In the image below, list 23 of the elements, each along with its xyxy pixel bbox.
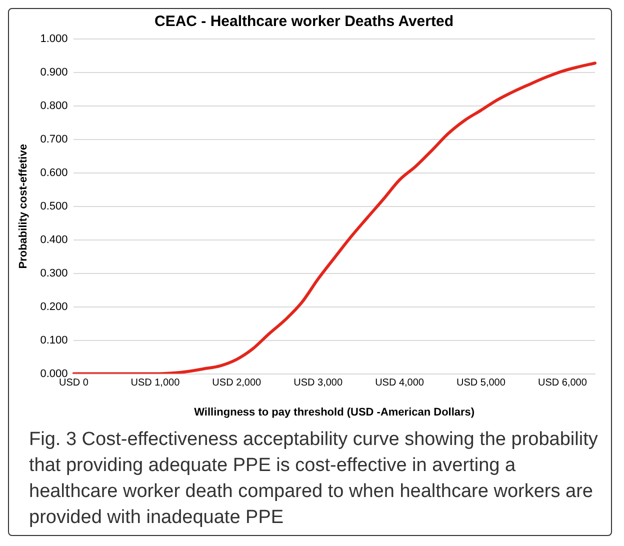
x-axis-title: Willingness to pay threshold (USD -American Dollars) bbox=[194, 406, 475, 418]
caption: Fig. 3 Cost-effectiveness acceptability curve showing the probability that providing adequate PPE is cost-effective in averting a healthcare worker death compared to when healthcare workers are provided with inadequate PPE bbox=[28, 428, 599, 530]
y-tick-label: 0.000 bbox=[40, 368, 68, 380]
y-tick-label: 0.500 bbox=[40, 200, 68, 212]
x-tick-label: USD 1,000 bbox=[130, 378, 180, 389]
x-tick-label: USD 6,000 bbox=[538, 378, 588, 389]
line-series bbox=[72, 62, 596, 374]
y-tick-label: 0.200 bbox=[40, 300, 68, 313]
x-tick-label: USD 0 bbox=[59, 378, 89, 389]
x-tick-label: USD 5,000 bbox=[456, 378, 506, 389]
y-tick-label: 0.300 bbox=[40, 267, 68, 280]
x-tick-label: USD 4,000 bbox=[375, 378, 424, 389]
y-tick-label: 1.000 bbox=[40, 33, 68, 46]
x-tick-label: USD 3,000 bbox=[294, 378, 343, 389]
chart-title: CEAC - Healthcare worker Deaths Averted bbox=[154, 13, 454, 30]
y-axis-title: Probability cost-effetive bbox=[18, 144, 30, 269]
x-tick-label: USD 2,000 bbox=[212, 378, 262, 389]
y-tick-label: 0.700 bbox=[40, 133, 68, 146]
y-tick-label: 0.400 bbox=[40, 234, 68, 246]
y-tick-label: 0.100 bbox=[40, 334, 68, 346]
y-tick-label: 0.800 bbox=[40, 100, 68, 112]
y-tick-label: 0.900 bbox=[40, 66, 68, 79]
y-tick-label: 0.600 bbox=[40, 166, 68, 179]
